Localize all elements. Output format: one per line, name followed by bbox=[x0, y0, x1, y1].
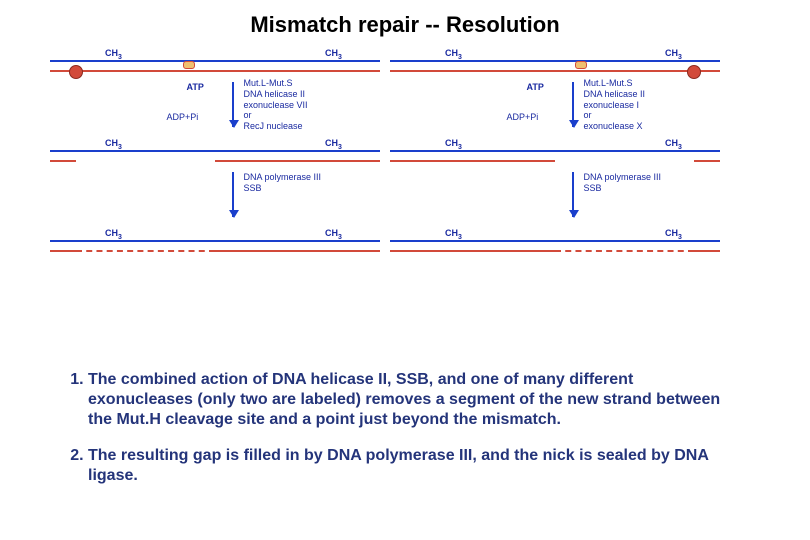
muth-protein bbox=[687, 65, 701, 79]
diagram-container: CH3CH3CH3CH3CH3CH3ATPADP+PiMut.L-Mut.SDN… bbox=[50, 60, 760, 350]
stage2-enzymes: DNA polymerase IIISSB bbox=[244, 172, 364, 194]
note-1: The combined action of DNA helicase II, … bbox=[88, 370, 740, 430]
muth-protein bbox=[69, 65, 83, 79]
mismatch-bump bbox=[183, 61, 195, 69]
stage2-enzymes: DNA polymerase IIISSB bbox=[584, 172, 704, 194]
step-arrow bbox=[572, 172, 574, 217]
page-title: Mismatch repair -- Resolution bbox=[0, 12, 810, 38]
note-2: The resulting gap is filled in by DNA po… bbox=[88, 446, 740, 486]
notes-section: The combined action of DNA helicase II, … bbox=[60, 370, 740, 502]
mismatch-bump bbox=[575, 61, 587, 69]
step-arrow bbox=[232, 82, 234, 127]
step-arrow bbox=[572, 82, 574, 127]
stage1-enzymes: Mut.L-Mut.SDNA helicase IIexonuclease Io… bbox=[584, 78, 694, 132]
step-arrow bbox=[232, 172, 234, 217]
stage1-enzymes: Mut.L-Mut.SDNA helicase IIexonuclease VI… bbox=[244, 78, 354, 132]
